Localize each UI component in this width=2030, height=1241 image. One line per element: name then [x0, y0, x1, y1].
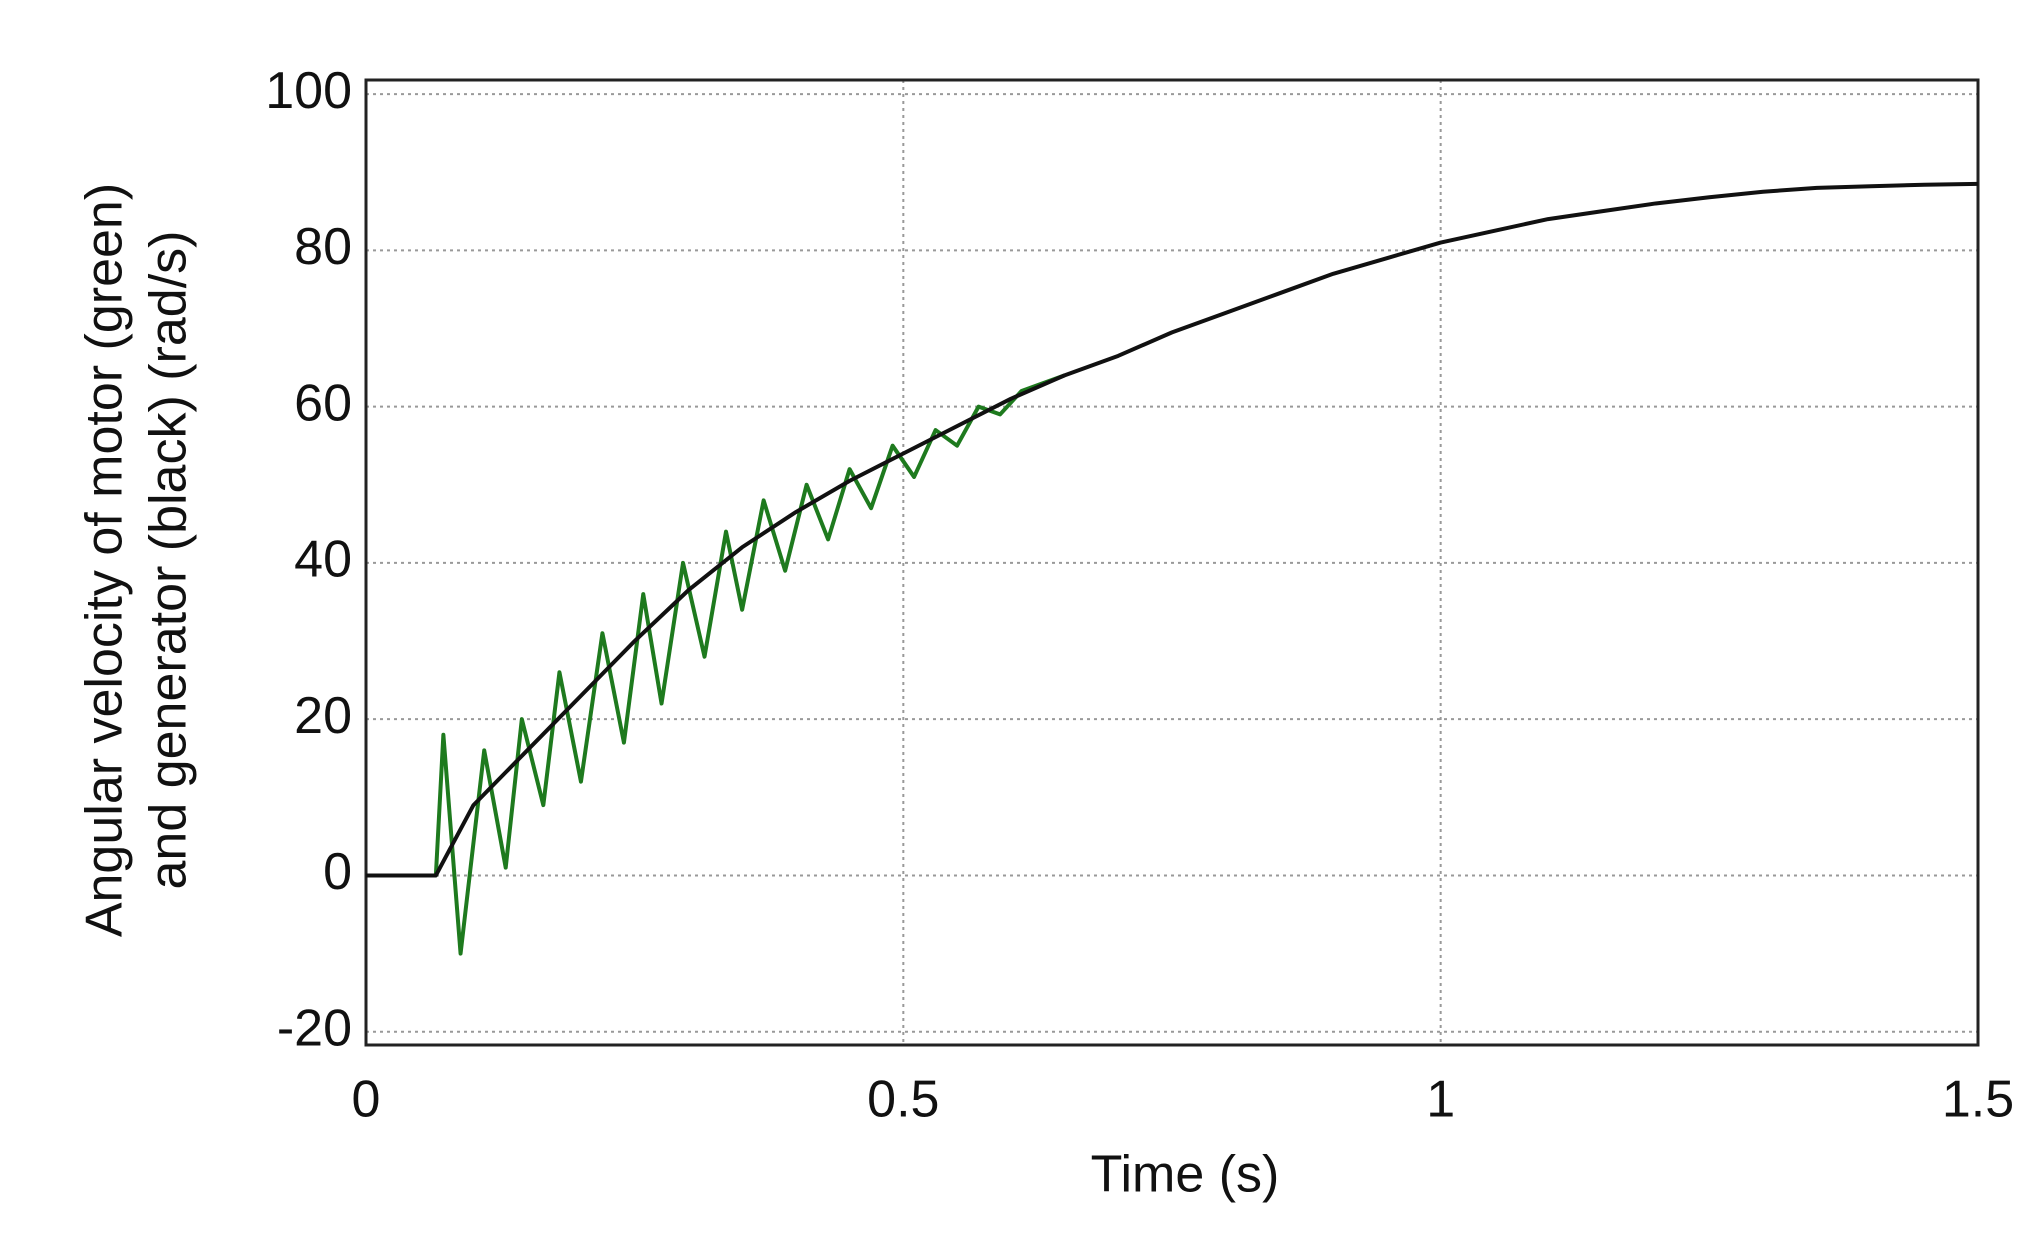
y-tick-label: 80 [294, 218, 352, 276]
y-tick-label: 60 [294, 374, 352, 432]
x-tick-label: 0 [352, 1071, 381, 1129]
x-tick-label: 1.5 [1942, 1071, 2014, 1129]
line-series [366, 181, 1979, 878]
y-tick-label: -20 [277, 999, 352, 1057]
x-tick-label: 0.5 [867, 1071, 939, 1129]
x-tick-label: 1 [1426, 1071, 1455, 1129]
x-axis-label: Time (s) [1091, 1146, 1280, 1204]
line-series [366, 373, 1066, 956]
y-axis-label: and generator (black) (rad/s) [140, 231, 198, 890]
plot-frame [364, 78, 1980, 1047]
y-tick-label: 40 [294, 531, 352, 589]
y-tick-label: 20 [294, 687, 352, 745]
y-axis-label: Angular velocity of motor (green) [76, 183, 134, 937]
y-tick-label: 100 [265, 62, 352, 120]
y-tick-label: 0 [323, 843, 352, 901]
